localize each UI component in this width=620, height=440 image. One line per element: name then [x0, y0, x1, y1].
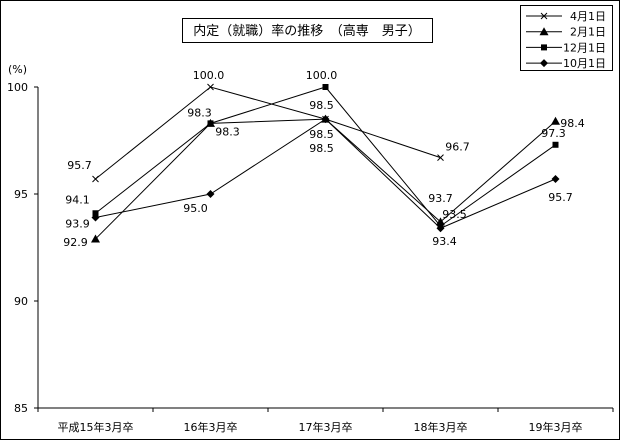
data-label: 98.3 — [187, 106, 212, 119]
data-label: 98.3 — [215, 125, 240, 138]
legend: 4月1日 2月1日 12月1日 10月1日 — [520, 5, 613, 71]
y-axis-label: (%) — [8, 63, 27, 76]
cross-stroke — [437, 154, 444, 161]
data-point-triangle — [91, 234, 100, 243]
data-labels: 95.7 100.0 98.5 96.7 92.9 98.3 98.5 93.7 98.4 94.… — [63, 69, 585, 249]
y-tick-label: 85 — [14, 402, 28, 415]
data-point-triangle — [551, 116, 560, 125]
x-tick-label: 19年3月卒 — [529, 420, 583, 434]
legend-item: 2月1日 — [526, 26, 606, 39]
data-point-cross — [207, 83, 214, 91]
data-label: 95.7 — [548, 191, 573, 204]
data-label: 100.0 — [193, 69, 225, 82]
data-label: 100.0 — [306, 69, 338, 82]
x-tick-label: 16年3月卒 — [184, 420, 238, 434]
data-point-diamond — [91, 213, 100, 222]
legend-square-icon — [541, 44, 547, 51]
legend-cross-icon — [540, 12, 548, 20]
cross-stroke — [92, 175, 99, 183]
legend-item: 4月1日 — [526, 10, 606, 23]
data-point-square — [322, 84, 329, 90]
data-point-cross — [437, 154, 444, 161]
data-label: 93.5 — [442, 208, 467, 221]
data-label: 96.7 — [445, 141, 470, 154]
data-label: 95.7 — [67, 159, 92, 172]
y-tick-label: 90 — [14, 295, 28, 308]
chart-title-box: 内定（就職）率の推移 （高専 男子） — [182, 18, 433, 43]
series-layer — [91, 83, 560, 243]
data-point-cross — [92, 175, 99, 183]
data-label: 93.9 — [65, 218, 90, 231]
legend-item: 12月1日 — [526, 41, 606, 54]
data-point-square — [207, 120, 214, 127]
legend-label: 10月1日 — [563, 57, 606, 70]
data-label: 98.5 — [309, 99, 334, 112]
y-tick-label: 100 — [7, 81, 28, 94]
data-label: 97.3 — [541, 127, 566, 140]
legend-triangle-icon — [539, 27, 549, 36]
data-point-diamond — [321, 115, 330, 124]
data-label: 92.9 — [63, 236, 88, 249]
legend-diamond-icon — [540, 59, 548, 68]
data-point-diamond — [206, 190, 215, 198]
title-border — [182, 18, 433, 43]
cross-stroke — [207, 83, 214, 91]
y-tick-label: 95 — [14, 188, 28, 201]
x-tick-label: 18年3月卒 — [414, 420, 468, 434]
data-label: 93.7 — [428, 192, 453, 205]
data-point-diamond — [551, 175, 560, 184]
x-tick-label: 平成15年3月卒 — [58, 420, 134, 434]
legend-item: 10月1日 — [526, 57, 606, 70]
data-label: 98.5 — [309, 142, 334, 155]
data-label: 95.0 — [183, 202, 208, 215]
data-label: 94.1 — [65, 193, 90, 206]
chart-title: 内定（就職）率の推移 （高専 男子） — [193, 23, 421, 39]
data-point-square — [92, 210, 99, 217]
cross-stroke — [540, 12, 548, 20]
data-label: 98.5 — [309, 128, 334, 141]
data-point-square — [552, 141, 559, 148]
data-point-diamond — [436, 224, 445, 233]
axes: 85 90 95 100 平成15年3月卒 16年3月卒 17年3月卒 18年3月卒 19年3月… — [7, 81, 614, 434]
data-label: 98.4 — [560, 117, 585, 130]
data-label: 93.4 — [432, 235, 457, 248]
legend-label: 4月1日 — [570, 10, 606, 23]
x-tick-label: 17年3月卒 — [299, 420, 353, 434]
legend-label: 12月1日 — [563, 41, 606, 54]
legend-label: 2月1日 — [570, 26, 606, 39]
series-line-cross — [95, 86, 441, 180]
